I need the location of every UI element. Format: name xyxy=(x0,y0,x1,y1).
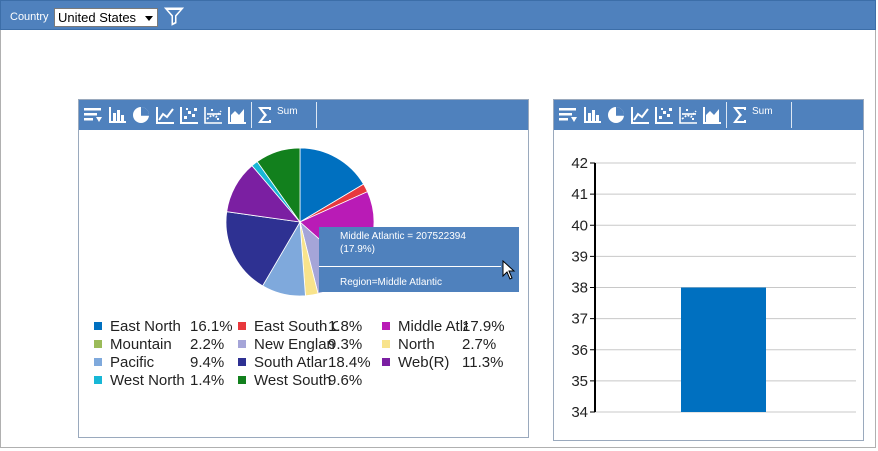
y-tick-label: 35 xyxy=(571,373,588,390)
pie-slice[interactable] xyxy=(225,211,301,287)
legend-swatch xyxy=(238,340,246,348)
legend-swatch xyxy=(238,376,246,384)
tooltip-percent: (17.9%) xyxy=(340,244,376,255)
legend-percent: 11.3% xyxy=(462,354,504,371)
legend-percent: 1.4% xyxy=(190,372,225,389)
country-label: Country xyxy=(10,11,49,23)
bar-chart-icon[interactable] xyxy=(582,105,602,125)
scatter-chart-icon[interactable] xyxy=(654,105,674,125)
legend-swatch xyxy=(94,322,102,330)
legend-swatch xyxy=(94,376,102,384)
area-chart-icon[interactable] xyxy=(702,105,722,125)
filter-icon[interactable] xyxy=(164,6,184,26)
chart-toolbar: Sum xyxy=(554,100,863,130)
tooltip-region: Region=Middle Atlantic xyxy=(340,277,443,288)
trend-chart-icon[interactable] xyxy=(678,105,698,125)
dashboard-area xyxy=(0,30,876,448)
legend-swatch xyxy=(382,322,390,330)
legend-percent: 16.1% xyxy=(190,318,233,335)
legend-percent: 2.2% xyxy=(190,336,225,353)
trend-chart-icon[interactable] xyxy=(203,105,223,125)
sum-icon[interactable] xyxy=(255,105,275,125)
legend-percent: 1.8% xyxy=(328,318,363,335)
chevron-down-icon xyxy=(145,16,153,21)
bar-chart: 34 35 36 37 38 39 40 41 42 xyxy=(571,155,856,421)
sort-icon[interactable] xyxy=(83,105,103,125)
legend-percent: 9.3% xyxy=(328,336,363,353)
line-chart-icon[interactable] xyxy=(155,105,175,125)
toolbar-separator xyxy=(726,102,727,128)
legend-percent: 2.7% xyxy=(462,336,497,353)
chart-tooltip: Middle Atlantic = 207522394 (17.9%) Regi… xyxy=(319,227,519,292)
legend-percent: 17.9% xyxy=(462,318,505,335)
legend-label: Web(R) xyxy=(398,354,450,371)
line-chart-icon[interactable] xyxy=(630,105,650,125)
sum-label: Sum xyxy=(752,106,773,117)
y-tick-label: 39 xyxy=(571,248,588,265)
y-tick-label: 37 xyxy=(571,311,588,328)
legend-label: Middle Atla xyxy=(398,318,468,335)
bar[interactable] xyxy=(681,287,766,413)
bar-chart-icon[interactable] xyxy=(107,105,127,125)
legend-label: New Englan xyxy=(254,336,335,353)
toolbar-separator xyxy=(251,102,252,128)
pie-slice[interactable] xyxy=(256,147,301,224)
legend-label: Mountain xyxy=(110,336,172,353)
country-select[interactable]: United States xyxy=(54,8,158,27)
pie-slice[interactable] xyxy=(299,147,365,223)
y-tick-label: 42 xyxy=(571,155,588,172)
y-tick-label: 41 xyxy=(571,186,588,203)
legend-label: South Atlar xyxy=(254,354,328,371)
y-tick-label: 40 xyxy=(571,217,588,234)
chart-toolbar: Sum xyxy=(79,100,528,130)
legend-percent: 9.6% xyxy=(328,372,363,389)
area-chart-icon[interactable] xyxy=(227,105,247,125)
legend-swatch xyxy=(382,340,390,348)
legend-label: East South C xyxy=(254,318,338,335)
legend-swatch xyxy=(94,340,102,348)
sum-icon[interactable] xyxy=(730,105,750,125)
tooltip-divider xyxy=(319,266,501,267)
legend-label: North xyxy=(398,336,435,353)
scatter-chart-icon[interactable] xyxy=(179,105,199,125)
legend-swatch xyxy=(382,358,390,366)
country-select-value: United States xyxy=(58,10,137,25)
filter-bar: Country United States xyxy=(0,0,876,30)
sum-label: Sum xyxy=(277,106,298,117)
legend-label: Pacific xyxy=(110,354,155,371)
pie-chart-icon[interactable] xyxy=(131,105,151,125)
legend-percent: 9.4% xyxy=(190,354,225,371)
legend-label: West North C xyxy=(110,372,186,389)
tooltip-value: Middle Atlantic = 207522394 xyxy=(340,231,466,242)
legend-label: East North xyxy=(110,318,181,335)
pie-chart-icon[interactable] xyxy=(606,105,626,125)
legend-label: West South xyxy=(254,372,332,389)
toolbar-separator xyxy=(791,102,792,128)
pie-chart-panel: Sum East North 16.1% East South C 1.8% Middl… xyxy=(78,99,529,438)
y-tick-label: 38 xyxy=(571,280,588,297)
mouse-cursor-icon xyxy=(502,260,516,280)
legend-percent: 18.4% xyxy=(328,354,371,371)
y-tick-label: 36 xyxy=(571,342,588,359)
y-tick-label: 34 xyxy=(571,404,588,421)
sort-icon[interactable] xyxy=(558,105,578,125)
bar-chart-panel: Sum 34 35 36 37 38 39 40 41 42 xyxy=(553,99,864,441)
toolbar-separator xyxy=(316,102,317,128)
legend-swatch xyxy=(94,358,102,366)
legend-swatch xyxy=(238,322,246,330)
legend-swatch xyxy=(238,358,246,366)
